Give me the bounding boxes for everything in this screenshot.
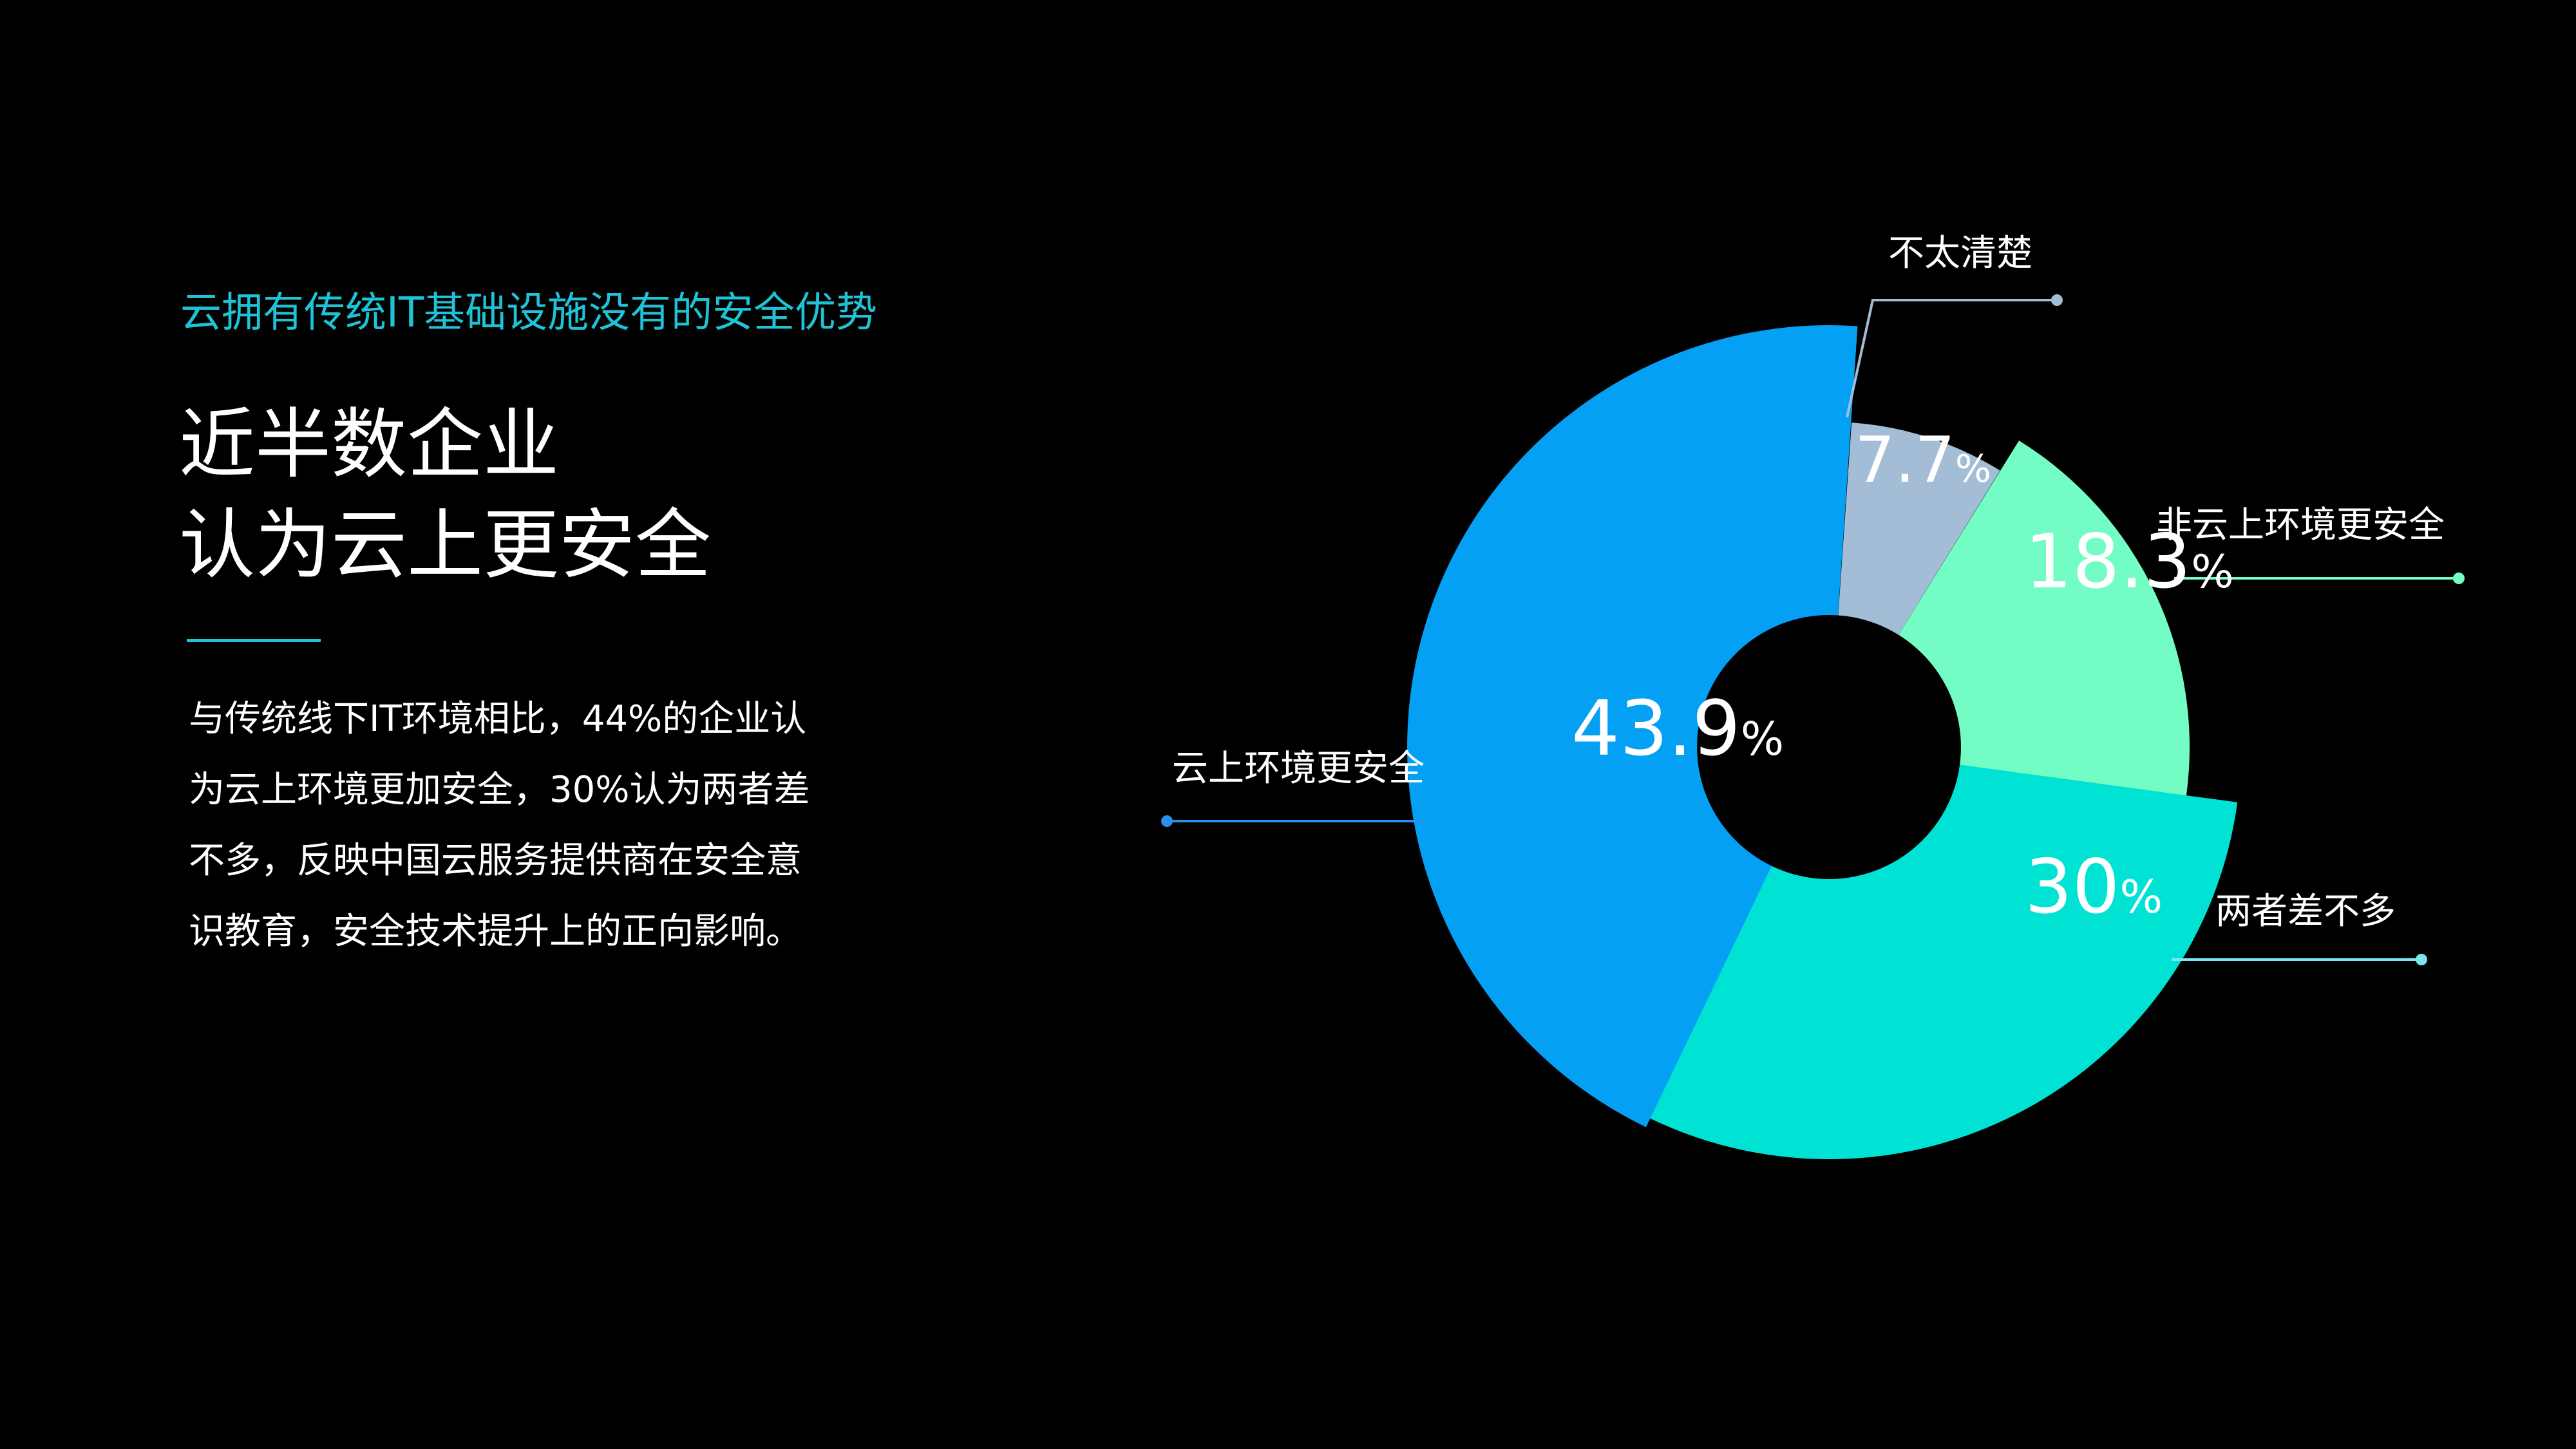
slice-4: [1407, 325, 1858, 1128]
value-number-4: 43.9: [1571, 684, 1741, 773]
slide-headline: 近半数企业 认为云上更安全: [179, 394, 711, 595]
value-unit-3: %: [2120, 871, 2163, 923]
value-unit-1: %: [1955, 446, 1991, 491]
description-line-3: 不多，反映中国云服务提供商在安全意: [189, 840, 802, 882]
description-text: 与传统线下IT环境相比，44%的企业认 为云上环境更加安全，30%认为两者差 不…: [189, 684, 846, 967]
leader-dot-1: [2051, 294, 2063, 306]
category-label-3: 两者差不多: [2215, 891, 2396, 933]
headline-line-1: 近半数企业: [179, 400, 560, 489]
value-unit-2: %: [2191, 545, 2234, 598]
value-label-3: 30%: [2025, 844, 2163, 931]
category-label-1: 不太清楚: [1888, 232, 2032, 274]
accent-divider: [187, 639, 321, 642]
value-label-1: 7.7%: [1855, 424, 1991, 497]
description-line-1: 与传统线下IT环境相比，44%的企业认: [189, 698, 807, 740]
value-number-1: 7.7: [1855, 424, 1955, 497]
leader-dot-3: [2416, 954, 2427, 965]
value-number-3: 30: [2025, 844, 2120, 931]
value-label-2: 18.3%: [2025, 518, 2234, 605]
value-unit-4: %: [1741, 712, 1784, 766]
leader-line-1: [1846, 299, 2057, 418]
description-line-2: 为云上环境更加安全，30%认为两者差: [189, 769, 810, 811]
leader-dot-2: [2453, 573, 2465, 584]
headline-line-2: 认为云上更安全: [179, 500, 712, 589]
category-label-2: 非云上环境更安全: [2156, 504, 2445, 546]
slide-subtitle: 云拥有传统IT基础设施没有的安全优势: [180, 289, 877, 337]
slice-3: [1649, 764, 2238, 1160]
slice-2: [1899, 440, 2190, 796]
category-label-4: 云上环境更安全: [1172, 748, 1425, 790]
value-number-2: 18.3: [2025, 518, 2191, 605]
leader-dot-4: [1161, 815, 1173, 827]
value-label-4: 43.9%: [1571, 684, 1784, 773]
slice-1: [1838, 422, 2000, 635]
description-line-4: 识教育，安全技术提升上的正向影响。: [189, 911, 802, 952]
